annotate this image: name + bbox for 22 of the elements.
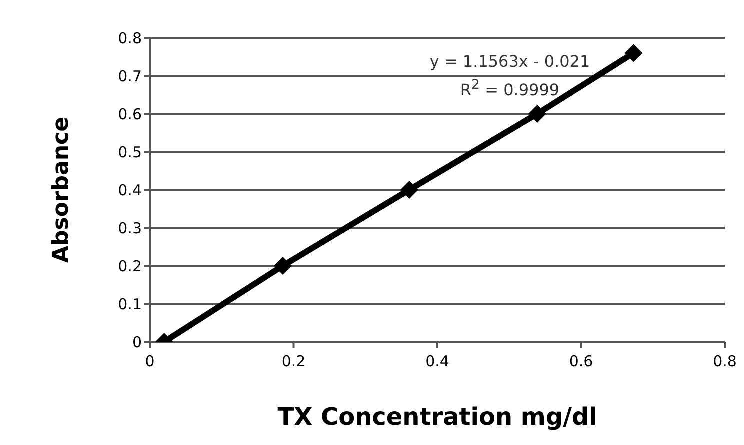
x-tick-label: 0.6 xyxy=(569,352,594,371)
y-tick-label: 0.5 xyxy=(118,143,142,162)
y-tick-label: 0.7 xyxy=(118,67,142,86)
annotation: R$^{2}$ = 0.9999 xyxy=(459,78,561,100)
y-axis-title: Absorbance xyxy=(48,116,74,264)
y-tick-label: 0.1 xyxy=(118,295,142,314)
x-axis-title: TX Concentration mg/dl xyxy=(278,403,598,431)
x-tick-label: 0.8 xyxy=(713,352,737,371)
point xyxy=(624,44,643,62)
x-tick-label: 0.2 xyxy=(282,352,306,371)
x-tick-label: 0 xyxy=(145,352,155,371)
y-tick-label: 0 xyxy=(132,333,142,352)
y-tick-label: 0.3 xyxy=(118,219,142,238)
y-tick-label: 0.4 xyxy=(118,181,142,200)
x-tick-label: 0.4 xyxy=(426,352,450,371)
point xyxy=(528,105,546,123)
annotation: y = 1.1563x - 0.021 xyxy=(428,52,592,71)
point xyxy=(400,181,418,199)
y-tick-label: 0.6 xyxy=(118,105,142,124)
y-tick-label: 0.2 xyxy=(118,257,142,276)
y-tick-label: 0.8 xyxy=(118,29,142,48)
point xyxy=(274,257,292,275)
